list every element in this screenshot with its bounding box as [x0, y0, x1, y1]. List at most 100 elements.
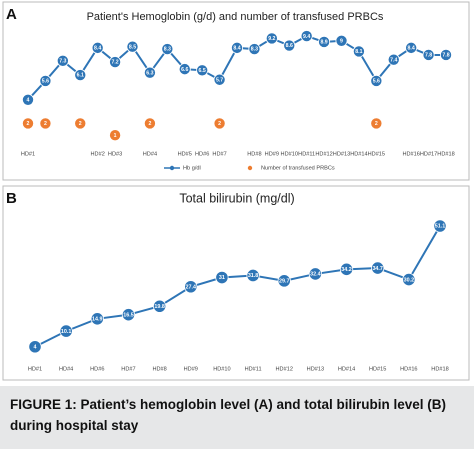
panel-a-frame — [2, 1, 470, 181]
data-label: 7.8 — [425, 53, 432, 59]
x-tick-label: HD#1 — [21, 151, 35, 157]
data-label: 2 — [218, 121, 221, 127]
data-point — [439, 48, 452, 61]
data-point — [143, 117, 156, 130]
data-point — [196, 64, 209, 77]
x-tick-label: HD#18 — [431, 366, 448, 372]
data-label: 5.6 — [373, 79, 380, 85]
data-label: 27.4 — [186, 284, 197, 290]
data-point — [39, 74, 52, 87]
figure: A Patient's Hemoglobin (g/d) and number o… — [2, 1, 470, 381]
x-tick-label: HD#8 — [152, 366, 166, 372]
x-tick-label: HD#9 — [265, 151, 279, 157]
data-label: 31.8 — [248, 273, 259, 279]
x-tick-label: HD#2 — [91, 151, 105, 157]
x-tick-label: HD#7 — [212, 151, 226, 157]
data-label: 6.5 — [199, 68, 206, 74]
data-point — [433, 219, 447, 233]
data-label: 8.4 — [94, 46, 101, 52]
data-point — [370, 74, 383, 87]
x-tick-label: HD#11 — [298, 151, 315, 157]
data-point — [91, 41, 104, 54]
x-tick-label: HD#16 — [400, 366, 417, 372]
x-tick-label: HD#6 — [195, 151, 209, 157]
data-label: 6.1 — [77, 73, 84, 79]
data-label: 31 — [219, 275, 225, 281]
x-tick-label: HD#6 — [90, 366, 104, 372]
x-tick-label: HD#4 — [59, 366, 73, 372]
data-point — [402, 272, 416, 287]
data-label: 30.2 — [404, 277, 415, 283]
data-label: 6.3 — [146, 70, 153, 76]
data-label: 2 — [375, 121, 378, 127]
x-tick-label: HD#14 — [338, 366, 355, 372]
data-label: 4 — [27, 97, 30, 103]
data-point — [371, 261, 385, 275]
data-label: 9.4 — [303, 34, 310, 40]
data-point — [161, 43, 174, 56]
x-tick-label: HD#12 — [276, 366, 293, 372]
x-tick-label: HD#1 — [28, 366, 42, 372]
x-tick-label: HD#4 — [143, 151, 157, 157]
x-tick-label: HD#18 — [437, 151, 454, 157]
x-tick-label: HD#8 — [247, 151, 261, 157]
data-label: 8.5 — [129, 44, 136, 50]
x-tick-label: HD#13 — [333, 151, 350, 157]
data-point — [126, 40, 139, 53]
data-label: 7.8 — [442, 53, 449, 59]
data-label: 8.9 — [320, 40, 327, 46]
data-point — [283, 39, 296, 52]
x-tick-label: HD#14 — [350, 151, 367, 157]
data-label: 6.6 — [181, 67, 188, 73]
data-point — [213, 117, 226, 130]
x-tick-label: HD#15 — [369, 366, 386, 372]
data-label: 29.7 — [279, 279, 290, 285]
data-label: 19.8 — [154, 304, 165, 310]
x-tick-label: HD#10 — [281, 151, 298, 157]
data-point — [352, 45, 365, 58]
data-point — [90, 312, 104, 326]
data-label: 7.2 — [111, 60, 118, 66]
x-tick-label: HD#7 — [121, 366, 135, 372]
x-tick-label: HD#15 — [368, 151, 385, 157]
data-label: 2 — [148, 121, 151, 127]
data-label: 14.9 — [92, 317, 103, 323]
data-point — [215, 270, 229, 285]
data-label: 8.3 — [251, 47, 258, 53]
data-point — [74, 69, 87, 82]
data-label: 7.4 — [390, 57, 397, 63]
data-point — [387, 53, 400, 66]
data-point — [143, 66, 156, 79]
data-label: 9.2 — [268, 36, 275, 42]
data-point — [153, 299, 167, 313]
data-label: 2 — [44, 121, 47, 127]
data-point — [74, 117, 87, 130]
x-tick-label: HD#9 — [184, 366, 198, 372]
data-label: 5.7 — [216, 77, 223, 83]
data-label: 2 — [79, 121, 82, 127]
data-point — [184, 280, 198, 294]
data-point — [318, 35, 331, 48]
data-point — [21, 93, 34, 106]
data-label: 7.3 — [59, 59, 66, 65]
data-point — [109, 129, 122, 142]
data-point — [178, 63, 191, 76]
chart-title: Total bilirubin (mg/dl) — [179, 191, 294, 205]
chart-title: Patient's Hemoglobin (g/d) and number of… — [87, 11, 384, 23]
data-point — [59, 324, 73, 338]
data-label: 8.4 — [233, 46, 240, 52]
data-point — [370, 117, 383, 130]
legend-swatch — [247, 165, 253, 171]
legend-label: Hb g/dl — [183, 165, 201, 171]
data-label: 51.1 — [435, 224, 446, 230]
data-label: 2 — [27, 121, 30, 127]
data-label: 34.2 — [341, 267, 352, 273]
x-tick-label: HD#12 — [315, 151, 332, 157]
data-point — [109, 56, 122, 69]
data-point — [56, 54, 69, 67]
x-tick-label: HD#17 — [420, 151, 437, 157]
data-label: 8.3 — [164, 47, 171, 53]
caption: FIGURE 1: Patient’s hemoglobin level (A)… — [0, 386, 474, 449]
data-point — [265, 32, 278, 45]
data-point — [422, 48, 435, 61]
